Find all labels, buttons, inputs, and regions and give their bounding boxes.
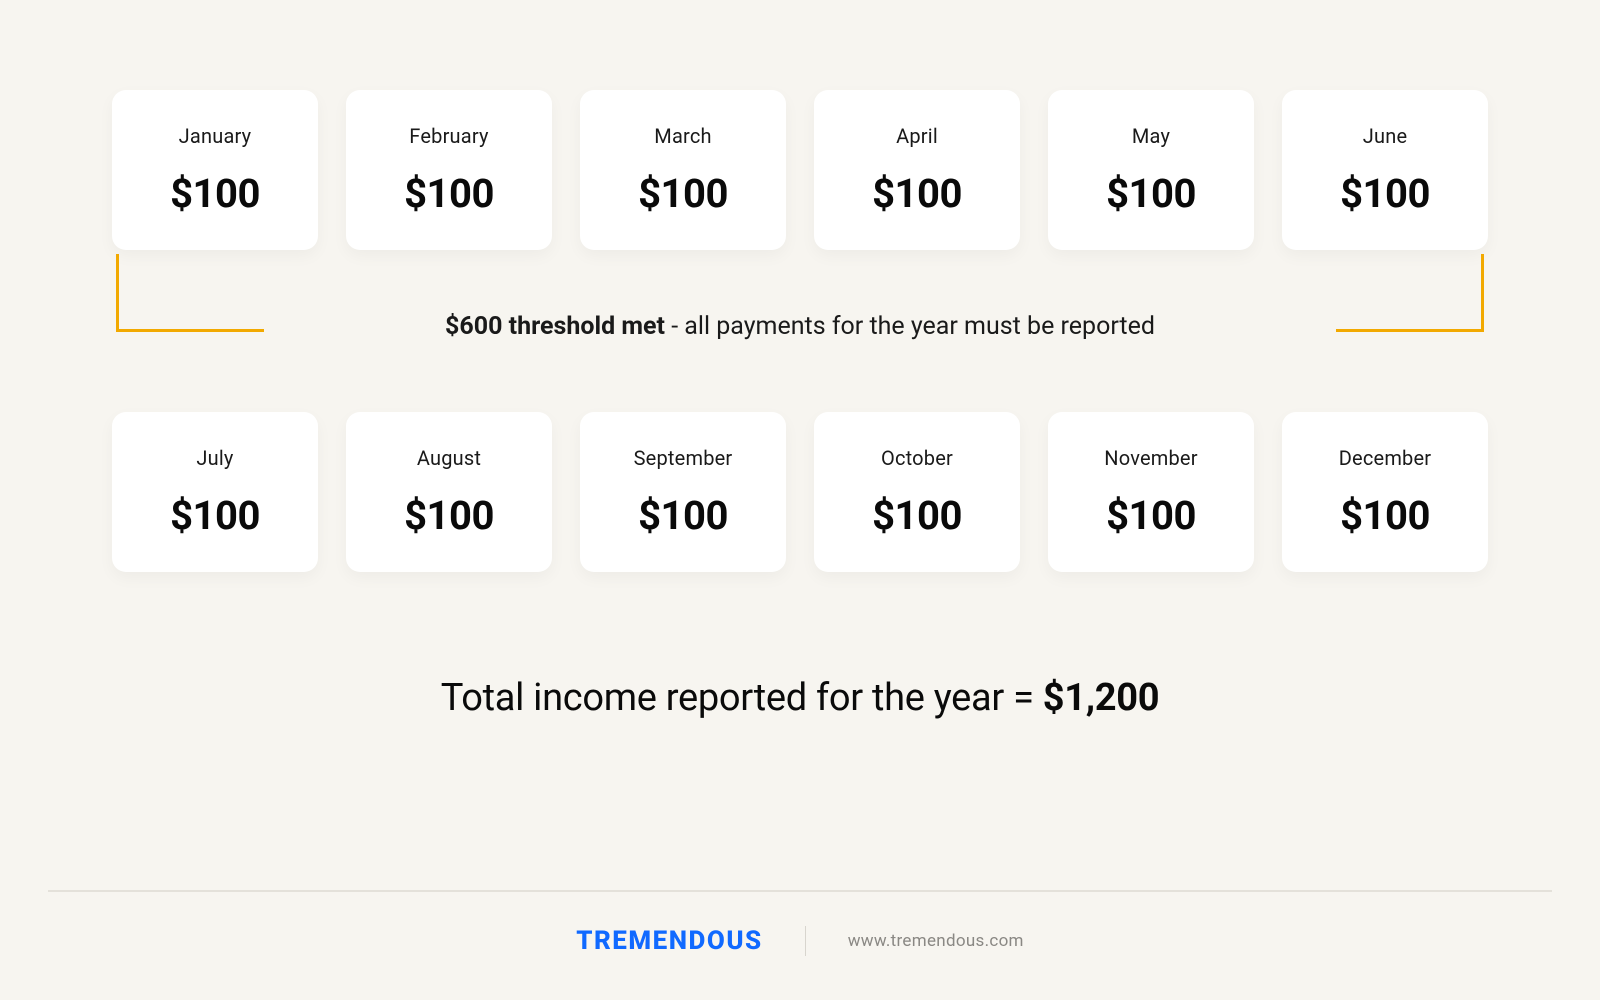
month-label: September — [634, 446, 733, 470]
month-amount: $100 — [404, 492, 494, 539]
months-row-2: July $100 August $100 September $100 Oct… — [112, 412, 1488, 572]
month-card: July $100 — [112, 412, 318, 572]
month-amount: $100 — [638, 492, 728, 539]
month-amount: $100 — [170, 170, 260, 217]
month-amount: $100 — [1340, 492, 1430, 539]
total-line: Total income reported for the year = $1,… — [112, 676, 1488, 720]
month-card: April $100 — [814, 90, 1020, 250]
month-amount: $100 — [872, 492, 962, 539]
month-label: December — [1339, 446, 1432, 470]
month-label: November — [1104, 446, 1197, 470]
month-label: October — [881, 446, 953, 470]
month-label: May — [1132, 124, 1170, 148]
months-row-1: January $100 February $100 March $100 Ap… — [112, 90, 1488, 250]
month-amount: $100 — [1106, 170, 1196, 217]
infographic-canvas: January $100 February $100 March $100 Ap… — [0, 0, 1600, 1000]
brand-logo: TREMENDOUS — [576, 926, 762, 956]
month-amount: $100 — [872, 170, 962, 217]
month-amount: $100 — [1106, 492, 1196, 539]
month-label: July — [196, 446, 233, 470]
month-label: June — [1363, 124, 1408, 148]
month-amount: $100 — [638, 170, 728, 217]
month-label: March — [654, 124, 711, 148]
footer-divider — [48, 890, 1552, 892]
month-card: September $100 — [580, 412, 786, 572]
site-url: www.tremendous.com — [848, 931, 1024, 951]
month-card: June $100 — [1282, 90, 1488, 250]
total-value: $1,200 — [1043, 676, 1160, 720]
month-label: February — [409, 124, 488, 148]
threshold-callout: $600 threshold met - all payments for th… — [112, 250, 1488, 390]
total-prefix: Total income reported for the year = — [441, 676, 1043, 720]
month-amount: $100 — [404, 170, 494, 217]
threshold-text: $600 threshold met - all payments for th… — [112, 312, 1488, 341]
month-card: February $100 — [346, 90, 552, 250]
month-card: October $100 — [814, 412, 1020, 572]
month-card: March $100 — [580, 90, 786, 250]
month-amount: $100 — [1340, 170, 1430, 217]
month-card: August $100 — [346, 412, 552, 572]
month-card: January $100 — [112, 90, 318, 250]
month-card: December $100 — [1282, 412, 1488, 572]
footer-separator — [805, 926, 806, 956]
month-card: May $100 — [1048, 90, 1254, 250]
threshold-rest: - all payments for the year must be repo… — [665, 312, 1155, 341]
month-label: April — [896, 124, 938, 148]
month-label: January — [179, 124, 252, 148]
month-card: November $100 — [1048, 412, 1254, 572]
footer: TREMENDOUS www.tremendous.com — [0, 926, 1600, 956]
threshold-bold: $600 threshold met — [445, 312, 665, 341]
month-amount: $100 — [170, 492, 260, 539]
month-label: August — [417, 446, 481, 470]
